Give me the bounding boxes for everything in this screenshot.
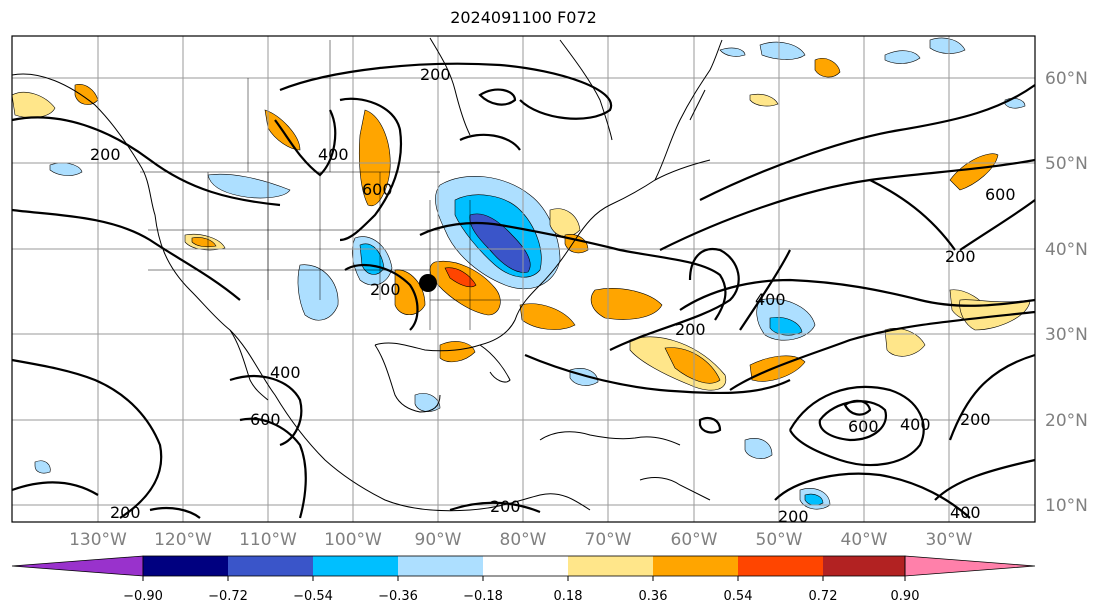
positive-anomaly-rockies: [358, 109, 391, 207]
contour-label-200: 200: [490, 497, 521, 516]
colorbar-tick: −0.90: [123, 589, 163, 604]
lon-label: 130°W: [69, 530, 127, 550]
lon-label: 40°W: [841, 530, 888, 550]
lon-label: 120°W: [154, 530, 212, 550]
colorbar-bin: [568, 556, 653, 576]
contour-label-200: 200: [420, 65, 451, 84]
storm-center-marker: [419, 274, 437, 292]
colorbar-tick: 0.54: [724, 589, 753, 604]
contour-label-400: 400: [755, 290, 786, 309]
colorbar-bin: [143, 556, 228, 576]
shaded-anomalies: [11, 37, 1031, 510]
contour-label-600: 600: [985, 185, 1016, 204]
colorbar-tick: −0.54: [293, 589, 333, 604]
contour-label-200: 200: [778, 507, 809, 526]
lon-label: 90°W: [415, 530, 462, 550]
map-panel: 200 400 600 200 200 400 200 600 400 600 …: [11, 35, 1036, 526]
contour-label-400: 400: [950, 503, 981, 522]
political-borders: [140, 40, 520, 330]
lon-label: 70°W: [585, 530, 632, 550]
colorbar-tick: −0.72: [208, 589, 248, 604]
contour-label-200: 200: [675, 320, 706, 339]
colorbar-tick: 0.36: [639, 589, 668, 604]
colorbar-extend-high: [904, 555, 1036, 577]
colorbar-tick: −0.36: [378, 589, 418, 604]
contour-label-400: 400: [900, 415, 931, 434]
colorbar-bin: [228, 556, 313, 576]
colorbar-bin: [313, 556, 398, 576]
colorbar-extend-low: [11, 555, 144, 577]
lon-label: 100°W: [324, 530, 382, 550]
positive-anomaly-atlantic: [590, 288, 663, 320]
colorbar-tick: 0.90: [891, 589, 920, 604]
lon-label: 60°W: [671, 530, 718, 550]
lon-label: 80°W: [500, 530, 547, 550]
contour-label-200: 200: [370, 280, 401, 299]
colorbar-bin: [738, 556, 823, 576]
colorbar-bin: [823, 556, 905, 576]
colorbar-bin: [398, 556, 483, 576]
lat-label: 10°N: [1045, 496, 1088, 516]
map-title: 2024091100 F072: [450, 8, 597, 27]
contour-lines: [11, 62, 1036, 519]
lat-label: 60°N: [1045, 69, 1088, 89]
lat-label: 40°N: [1045, 240, 1088, 260]
contour-label-600: 600: [250, 410, 281, 429]
longitude-labels: 130°W 120°W 110°W 100°W 90°W 80°W 70°W 6…: [69, 530, 973, 550]
colorbar-bin: [653, 556, 738, 576]
colorbar-bin: [483, 556, 568, 576]
contour-labels: 200 400 600 200 200 400 200 600 400 600 …: [90, 65, 1016, 526]
lat-label: 20°N: [1045, 411, 1088, 431]
colorbar-tick: 0.72: [809, 589, 838, 604]
contour-label-600: 600: [848, 417, 879, 436]
graticule: [12, 36, 1035, 522]
contour-label-200: 200: [945, 247, 976, 266]
lon-label: 50°W: [756, 530, 803, 550]
coastlines: [11, 37, 723, 512]
lat-label: 50°N: [1045, 154, 1088, 174]
colorbar-tick: −0.18: [463, 589, 503, 604]
lon-label: 110°W: [239, 530, 297, 550]
contour-label-600: 600: [362, 180, 393, 199]
contour-label-200: 200: [960, 410, 991, 429]
contour-label-200: 200: [110, 503, 141, 522]
map-border: [11, 35, 1036, 523]
contour-label-400: 400: [270, 363, 301, 382]
lat-label: 30°N: [1045, 325, 1088, 345]
colorbar: −0.90 −0.72 −0.54 −0.36 −0.18 0.18 0.36 …: [11, 555, 1036, 604]
contour-label-200: 200: [90, 145, 121, 164]
colorbar-tick: 0.18: [554, 589, 583, 604]
latitude-labels: 60°N 50°N 40°N 30°N 20°N 10°N: [1045, 69, 1088, 516]
contour-label-400: 400: [318, 145, 349, 164]
lon-label: 30°W: [926, 530, 973, 550]
